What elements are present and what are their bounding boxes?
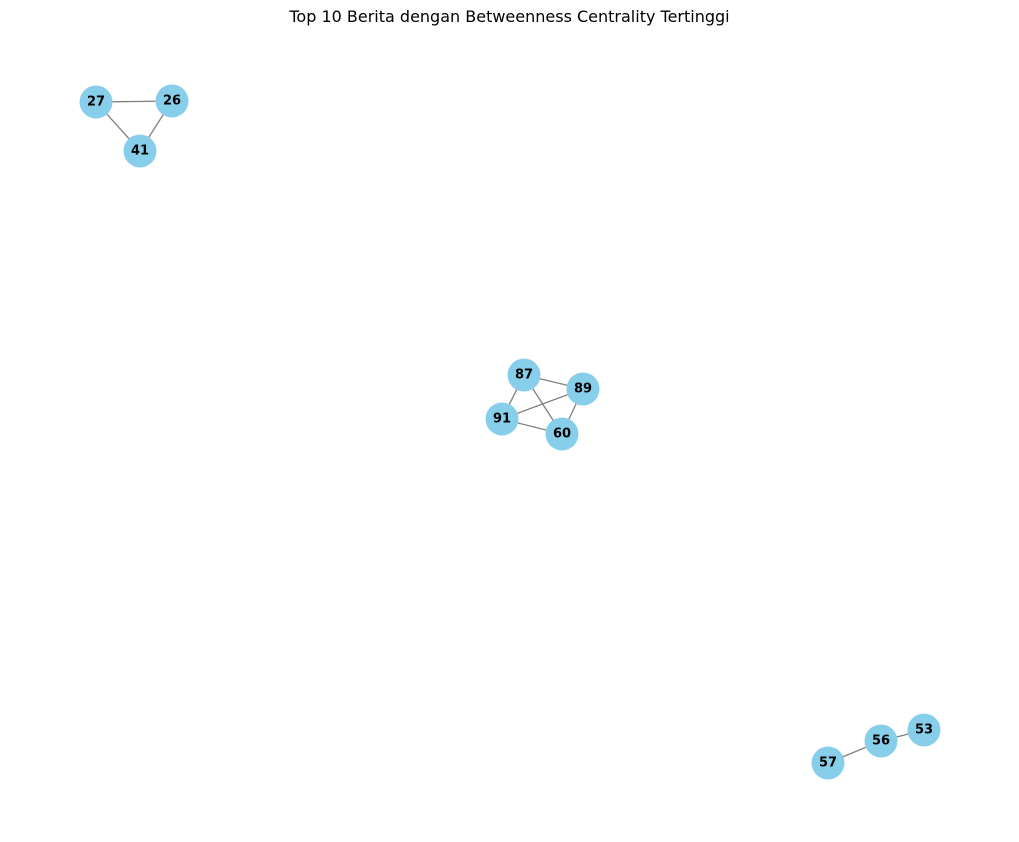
- node-label: 53: [915, 723, 933, 738]
- node-60: 60: [545, 417, 579, 451]
- node-circle: [907, 713, 941, 747]
- node-circle: [545, 417, 579, 451]
- node-circle: [864, 724, 898, 758]
- node-56: 56: [864, 724, 898, 758]
- node-circle: [566, 372, 600, 406]
- node-label: 41: [131, 144, 149, 159]
- node-label: 87: [515, 368, 533, 383]
- node-91: 91: [485, 402, 519, 436]
- node-57: 57: [811, 746, 845, 780]
- node-circle: [79, 85, 113, 119]
- figure-title: Top 10 Berita dengan Betweenness Central…: [289, 7, 730, 26]
- node-27: 27: [79, 85, 113, 119]
- node-label: 60: [553, 427, 571, 442]
- node-26: 26: [155, 84, 189, 118]
- node-53: 53: [907, 713, 941, 747]
- node-label: 27: [87, 95, 105, 110]
- node-87: 87: [507, 358, 541, 392]
- node-circle: [123, 134, 157, 168]
- node-label: 26: [163, 94, 181, 109]
- node-label: 91: [493, 412, 511, 427]
- node-circle: [811, 746, 845, 780]
- node-label: 57: [819, 756, 837, 771]
- node-circle: [507, 358, 541, 392]
- nodes-layer: 27 26 41 87 89 91 60 53 56 57: [79, 84, 941, 780]
- node-circle: [155, 84, 189, 118]
- node-label: 89: [574, 382, 592, 397]
- node-label: 56: [872, 734, 890, 749]
- node-41: 41: [123, 134, 157, 168]
- node-circle: [485, 402, 519, 436]
- node-89: 89: [566, 372, 600, 406]
